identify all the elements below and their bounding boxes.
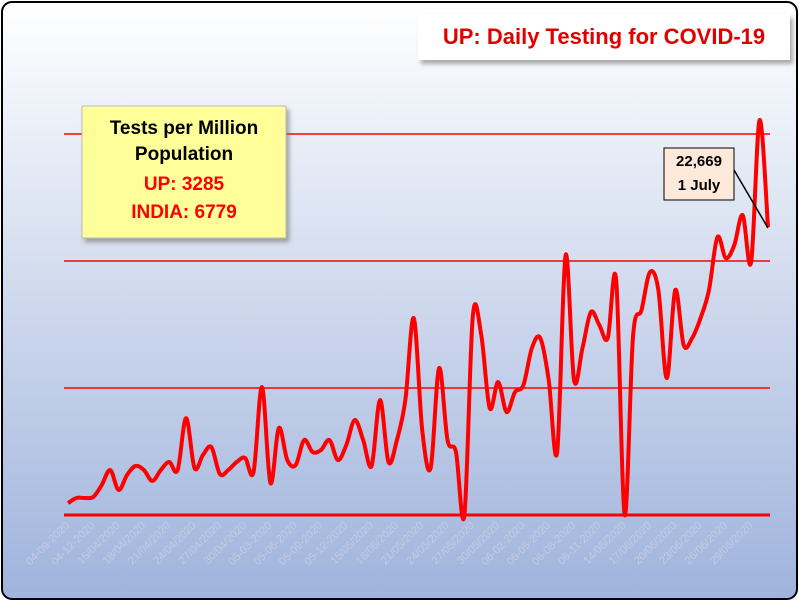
info-text: Tests per Million Population UP: 3285 IN… [86, 116, 282, 224]
data-line [66, 118, 770, 521]
title-box [418, 14, 790, 60]
annotation-text: 1 July [678, 177, 721, 194]
info-heading: Tests per Million Population [109, 118, 259, 165]
annotation-box [663, 147, 735, 201]
annotation-leader [733, 169, 769, 229]
info-box-content: Tests per Million Population UP: 3285 IN… [86, 116, 282, 224]
info-line: INDIA: 6779 [131, 202, 237, 223]
info-box [81, 105, 287, 239]
info-line: UP: 3285 [143, 174, 225, 195]
chart-title: UP: Daily Testing for COVID-19 [443, 24, 765, 49]
annotation-label: 22,669 [676, 153, 722, 170]
